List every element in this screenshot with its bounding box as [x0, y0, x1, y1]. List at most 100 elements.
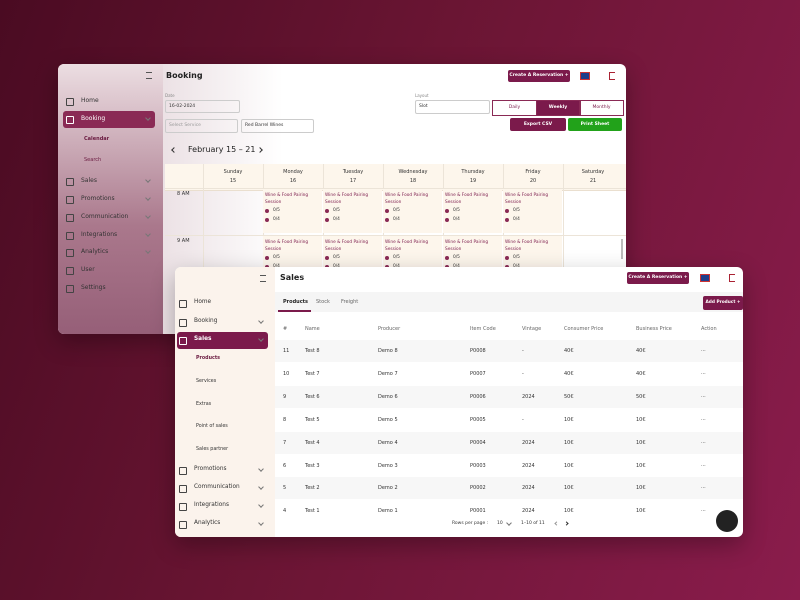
sidebar-item[interactable]: Integrations — [81, 231, 118, 238]
session-title[interactable]: Wine & Food Pairing Session — [385, 193, 429, 205]
person-icon — [505, 209, 509, 213]
sidebar-item[interactable]: Sales partner — [196, 447, 229, 452]
session-title[interactable]: Wine & Food Pairing Session — [265, 193, 309, 205]
capacity: 0/5 — [333, 208, 340, 213]
row-action[interactable]: ··· — [701, 439, 706, 446]
create-button[interactable]: Create A Reservation + — [627, 272, 689, 284]
capacity: 0/5 — [273, 255, 280, 260]
session-cell — [323, 189, 382, 233]
add-button[interactable]: Add Product + — [703, 296, 743, 310]
session-title[interactable]: Wine & Food Pairing Session — [445, 193, 489, 205]
icon — [179, 467, 187, 475]
row-action[interactable]: ··· — [701, 485, 706, 492]
capacity: 0/4 — [393, 264, 400, 269]
icon — [179, 485, 187, 493]
sidebar-item[interactable]: Extras — [196, 402, 212, 407]
table-cell: 40€ — [564, 370, 574, 377]
session-title[interactable]: Wine & Food Pairing Session — [325, 193, 369, 205]
icon — [179, 300, 187, 308]
row-action[interactable]: ··· — [701, 462, 706, 469]
sidebar-item[interactable]: Sales — [81, 177, 97, 184]
icon — [66, 178, 74, 186]
session-title[interactable]: Wine & Food Pairing Session — [505, 193, 549, 205]
table-row — [275, 362, 743, 385]
date-input[interactable]: 16-02-2024 — [165, 100, 240, 113]
table-cell: 8 — [283, 416, 287, 423]
sidebar-item[interactable]: Analytics — [81, 248, 109, 255]
time-label: 9 AM — [177, 238, 190, 244]
day-name: Thursday — [461, 169, 485, 175]
logout[interactable] — [609, 72, 615, 80]
tab[interactable]: Freight — [341, 299, 359, 305]
person-icon — [325, 218, 329, 222]
sidebar-item[interactable]: Booking — [194, 318, 218, 324]
logout[interactable] — [729, 274, 735, 282]
table-cell: Demo 6 — [378, 393, 398, 400]
view-tab[interactable]: Weekly — [535, 100, 581, 116]
time-label: 8 AM — [177, 191, 190, 197]
table-cell: 10€ — [564, 485, 574, 492]
day-date: 17 — [349, 178, 357, 184]
sidebar-item[interactable]: Search — [84, 157, 102, 163]
table-cell: 9 — [283, 393, 287, 400]
view-tab[interactable]: Daily — [492, 100, 537, 116]
sidebar-item[interactable]: Integrations — [194, 502, 229, 508]
person-icon — [325, 209, 329, 213]
sidebar-item[interactable]: Sales — [194, 336, 212, 342]
sidebar-item[interactable]: Promotions — [194, 466, 227, 472]
row-action[interactable]: ··· — [701, 370, 706, 377]
rows-per-page[interactable]: 10 — [497, 521, 503, 526]
table-cell: 40€ — [636, 370, 646, 377]
prev-page[interactable] — [554, 521, 559, 526]
layout-select[interactable]: Slot — [415, 100, 490, 114]
sidebar-item[interactable]: Analytics — [194, 520, 221, 526]
sidebar-item[interactable]: Promotions — [81, 195, 115, 202]
session-cell — [503, 189, 562, 233]
row-action[interactable]: ··· — [701, 416, 706, 423]
session-title[interactable]: Wine & Food Pairing Session — [445, 240, 489, 252]
service-select[interactable]: Select Service — [165, 119, 238, 133]
table-cell: 2024 — [522, 462, 535, 469]
session-title[interactable]: Wine & Food Pairing Session — [265, 240, 309, 252]
column-header: Name — [305, 326, 320, 332]
session-title[interactable]: Wine & Food Pairing Session — [385, 240, 429, 252]
sidebar-item[interactable]: Products — [196, 356, 221, 361]
sidebar-item[interactable]: Settings — [81, 284, 106, 291]
day-name: Tuesday — [342, 169, 364, 175]
session-title[interactable]: Wine & Food Pairing Session — [325, 240, 369, 252]
person-icon — [265, 209, 269, 213]
sidebar-item[interactable]: Home — [81, 97, 99, 104]
table-row — [275, 477, 743, 500]
sidebar-item[interactable]: Communication — [81, 213, 129, 220]
capacity: 0/4 — [453, 264, 460, 269]
day-date: 15 — [229, 178, 237, 184]
sidebar-item[interactable]: Booking — [81, 115, 106, 122]
table-cell: 10€ — [636, 416, 646, 423]
table-cell: P0006 — [470, 393, 486, 400]
row-action[interactable]: ··· — [701, 348, 706, 354]
sidebar-item[interactable]: User — [81, 266, 95, 273]
chat-button[interactable] — [716, 510, 738, 532]
sidebar-item[interactable]: Home — [194, 299, 212, 305]
rows-per-page-label: Rows per page : — [452, 521, 489, 526]
row-action[interactable]: ··· — [701, 393, 706, 400]
sidebar-item[interactable]: Services — [196, 379, 217, 384]
sidebar-item[interactable]: Point of sales — [196, 424, 228, 429]
tab[interactable]: Stock — [316, 299, 330, 305]
person-icon — [385, 209, 389, 213]
wine-select[interactable]: Red Barrel Wines — [241, 119, 314, 133]
table-cell: 10€ — [636, 508, 646, 515]
create-button[interactable]: Create A Reservation + — [508, 70, 570, 82]
export-button[interactable]: Export CSV — [510, 118, 566, 131]
icon — [66, 98, 74, 106]
day-name: Friday — [525, 169, 541, 175]
print-button[interactable]: Print Sheet — [568, 118, 622, 131]
row-action[interactable]: ··· — [701, 508, 706, 515]
view-tab[interactable]: Monthly — [579, 100, 624, 116]
session-title[interactable]: Wine & Food Pairing Session — [505, 240, 549, 252]
next-page[interactable] — [564, 521, 569, 526]
sidebar-item[interactable]: Calendar — [84, 136, 110, 142]
tab[interactable]: Products — [283, 299, 309, 305]
sidebar-item[interactable]: Communication — [194, 484, 240, 490]
table-cell: 4 — [283, 508, 287, 515]
